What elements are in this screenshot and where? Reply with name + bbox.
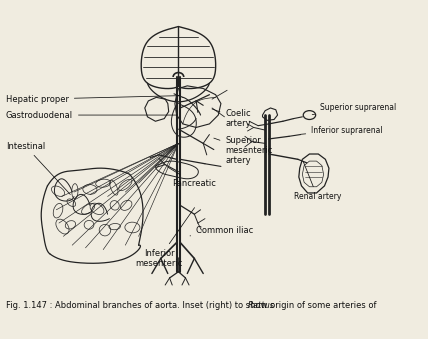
Text: Coelic
artery: Coelic artery <box>212 109 251 128</box>
Text: Intestinal: Intestinal <box>6 142 70 195</box>
Text: Inferior suprarenal: Inferior suprarenal <box>301 126 383 135</box>
Text: Fig. 1.147 : Abdominal branches of aorta. Inset (right) to show origin of some a: Fig. 1.147 : Abdominal branches of aorta… <box>6 301 379 310</box>
Text: Superior suprarenal: Superior suprarenal <box>312 103 396 115</box>
Text: Rattus: Rattus <box>247 301 275 310</box>
Text: Common iliac: Common iliac <box>190 226 253 236</box>
Text: Gastroduodenal: Gastroduodenal <box>6 111 178 120</box>
Text: Pancreatic: Pancreatic <box>167 167 216 188</box>
Text: Renal artery: Renal artery <box>294 162 341 201</box>
Text: Inferior
mesenteric: Inferior mesenteric <box>135 207 195 268</box>
Text: Hepatic proper: Hepatic proper <box>6 95 180 104</box>
Text: Superior
mesenteric
artery: Superior mesenteric artery <box>214 136 273 165</box>
